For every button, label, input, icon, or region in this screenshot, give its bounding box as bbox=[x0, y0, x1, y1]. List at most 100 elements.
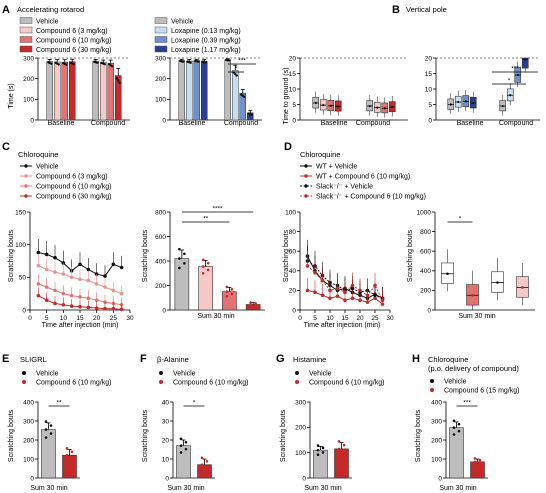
legend-a-loxapine-2-swatch bbox=[154, 36, 168, 43]
chart-c-sum-point bbox=[249, 301, 252, 304]
cat-a-right-baseline: Baseline bbox=[179, 120, 206, 127]
chart-c-sum-point bbox=[230, 287, 234, 291]
legend-a-loxapine-1-swatch bbox=[154, 26, 168, 34]
legend-a-loxapine-2-text: Loxapine (0.39 mg/kg) bbox=[171, 38, 241, 45]
chart-c-time-point bbox=[103, 306, 107, 311]
chart-b-right-y-tick-label: 5 bbox=[428, 102, 432, 109]
chart-e-bar bbox=[62, 454, 77, 479]
xlabel-f: Sum 30 min bbox=[167, 485, 204, 492]
chart-a-right-bar bbox=[193, 60, 200, 121]
chart-e-point bbox=[49, 424, 53, 427]
chart-c-sum-point bbox=[201, 265, 205, 268]
chart-d-time-point bbox=[350, 286, 355, 291]
legend-e-0-swatch bbox=[22, 371, 26, 375]
chart-c-time-point bbox=[61, 291, 66, 296]
title-b: Vertical pole bbox=[406, 5, 447, 14]
title-c: Chloroquine bbox=[18, 150, 58, 159]
chart-b-right-y-tick-label: 15 bbox=[425, 71, 433, 78]
chart-d-time-x-tick-label: 0 bbox=[298, 315, 302, 322]
chart-d-time-x-tick-label: 25 bbox=[371, 315, 379, 322]
legend-f-1-swatch bbox=[159, 380, 163, 384]
chart-e-point bbox=[70, 450, 74, 454]
chart-f-point bbox=[179, 451, 183, 454]
chart-c-sum-point bbox=[230, 292, 234, 296]
chart-c-time-point bbox=[119, 291, 124, 296]
chart-c-sum-point bbox=[178, 247, 181, 251]
chart-b-left-point bbox=[329, 104, 332, 107]
chart-c-time-point bbox=[103, 285, 107, 289]
legend-a-loxapine-3-text: Loxapine (1.17 mg/kg) bbox=[171, 47, 241, 54]
cat-b-right-baseline: Baseline bbox=[457, 120, 484, 127]
legend-d-2-swatch-dot bbox=[304, 184, 308, 188]
chart-h-point bbox=[478, 462, 482, 465]
chart-c-time-point bbox=[61, 261, 66, 265]
chart-d-sum-y-tick-label: 400 bbox=[420, 268, 431, 275]
chart-d-time-x-tick-label: 15 bbox=[341, 315, 349, 322]
chart-a-right-point bbox=[196, 60, 200, 63]
chart-d-time-x-tick-label: 20 bbox=[356, 315, 364, 322]
chart-d-time-y-tick-label: 20 bbox=[289, 288, 297, 295]
chart-f-y-tick-label: 10 bbox=[162, 456, 170, 463]
legend-e-1-text: Compound 6 (10 mg/kg) bbox=[36, 380, 111, 387]
chart-d-sum-y-tick-label: 800 bbox=[420, 229, 431, 236]
title-h1: Chloroquine bbox=[428, 355, 468, 364]
chart-f-y-tick-label: 20 bbox=[162, 437, 170, 444]
chart-c-time-point bbox=[111, 288, 116, 293]
chart-c-time-point bbox=[94, 298, 99, 303]
chart-b-right-point bbox=[509, 94, 512, 97]
legend-a-compound-1-swatch bbox=[19, 26, 33, 34]
chart-h-point bbox=[478, 458, 482, 462]
chart-e-y-tick-label: 200 bbox=[23, 437, 34, 444]
cat-b-right-compound: Compound bbox=[499, 120, 533, 127]
chart-a-right-point bbox=[227, 59, 231, 62]
chart-d-time-y-tick-label: 0 bbox=[292, 307, 296, 314]
ylabel-e: Scratching bouts bbox=[8, 409, 15, 462]
chart-b-left-point bbox=[376, 106, 379, 109]
chart-c-sum-bar bbox=[174, 258, 190, 311]
legend-c-2-swatch-dot bbox=[24, 184, 28, 188]
chart-b-left-point bbox=[322, 104, 325, 107]
chart-c-sum-point bbox=[178, 257, 181, 260]
legend-a-compound-3-text: Compound 6 (30 mg/kg) bbox=[36, 47, 111, 54]
chart-c-time-point bbox=[53, 255, 57, 260]
chart-c-sum-bar bbox=[198, 266, 213, 311]
legend-c-1-text: Compound 6 (3 mg/kg) bbox=[36, 174, 108, 181]
chart-c-sum-y-tick-label: 200 bbox=[155, 283, 166, 290]
legend-a-compound-1-text: Compound 6 (3 mg/kg) bbox=[36, 28, 108, 35]
chart-a-right-point bbox=[242, 95, 246, 99]
chart-c-sum-y-tick-label: 800 bbox=[155, 209, 166, 216]
chart-c-time-point bbox=[61, 302, 66, 307]
legend-c-3-text: Compound 6 (30 mg/kg) bbox=[36, 194, 111, 201]
chart-e-point bbox=[44, 428, 48, 431]
chart-e-sig-label: ** bbox=[56, 400, 62, 407]
chart-e-point bbox=[65, 460, 69, 464]
panel-letter-h: H bbox=[412, 353, 420, 365]
chart-c-time-x-tick-label: 5 bbox=[45, 315, 49, 322]
chart-b-right-point bbox=[472, 101, 475, 105]
legend-h-0-text: Vehicle bbox=[444, 379, 467, 386]
chart-c-time-x-tick-label: 10 bbox=[60, 315, 68, 322]
chart-h-y-tick-label: 0 bbox=[438, 475, 442, 482]
legend-g-0-text: Vehicle bbox=[309, 371, 332, 378]
chart-d-time-point bbox=[380, 298, 385, 303]
chart-f-bar bbox=[176, 445, 191, 479]
chart-d-time-x-tick-label: 10 bbox=[326, 315, 334, 322]
chart-d-sum-point bbox=[446, 272, 449, 276]
chart-f-point bbox=[184, 447, 188, 451]
chart-d-sum-y-tick-label: 200 bbox=[420, 288, 431, 295]
legend-a-loxapine-1-text: Loxapine (0.13 mg/kg) bbox=[171, 28, 241, 35]
chart-c-time-point bbox=[61, 272, 66, 276]
legend-f-1-text: Compound 6 (10 mg/kg) bbox=[173, 380, 248, 387]
chart-c-sum-sig-2-label: **** bbox=[212, 206, 223, 213]
chart-d-time-point bbox=[373, 296, 377, 301]
panel-letter-e: E bbox=[2, 353, 9, 365]
legend-a-compound-0-text: Vehicle bbox=[36, 19, 59, 26]
chart-g-point bbox=[316, 448, 320, 452]
chart-b-left-point bbox=[391, 105, 394, 109]
chart-d-time-point bbox=[380, 302, 385, 306]
ylabel-h: Scratching bouts bbox=[415, 409, 422, 462]
chart-h-y-tick-label: 100 bbox=[431, 456, 442, 463]
legend-d-3-text: Slack⁻/⁻ + Compound 6 (10 mg/kg) bbox=[316, 194, 426, 201]
chart-d-time-y-tick-label: 40 bbox=[289, 268, 297, 275]
chart-b-right-sig-2-label: *** bbox=[511, 66, 519, 73]
